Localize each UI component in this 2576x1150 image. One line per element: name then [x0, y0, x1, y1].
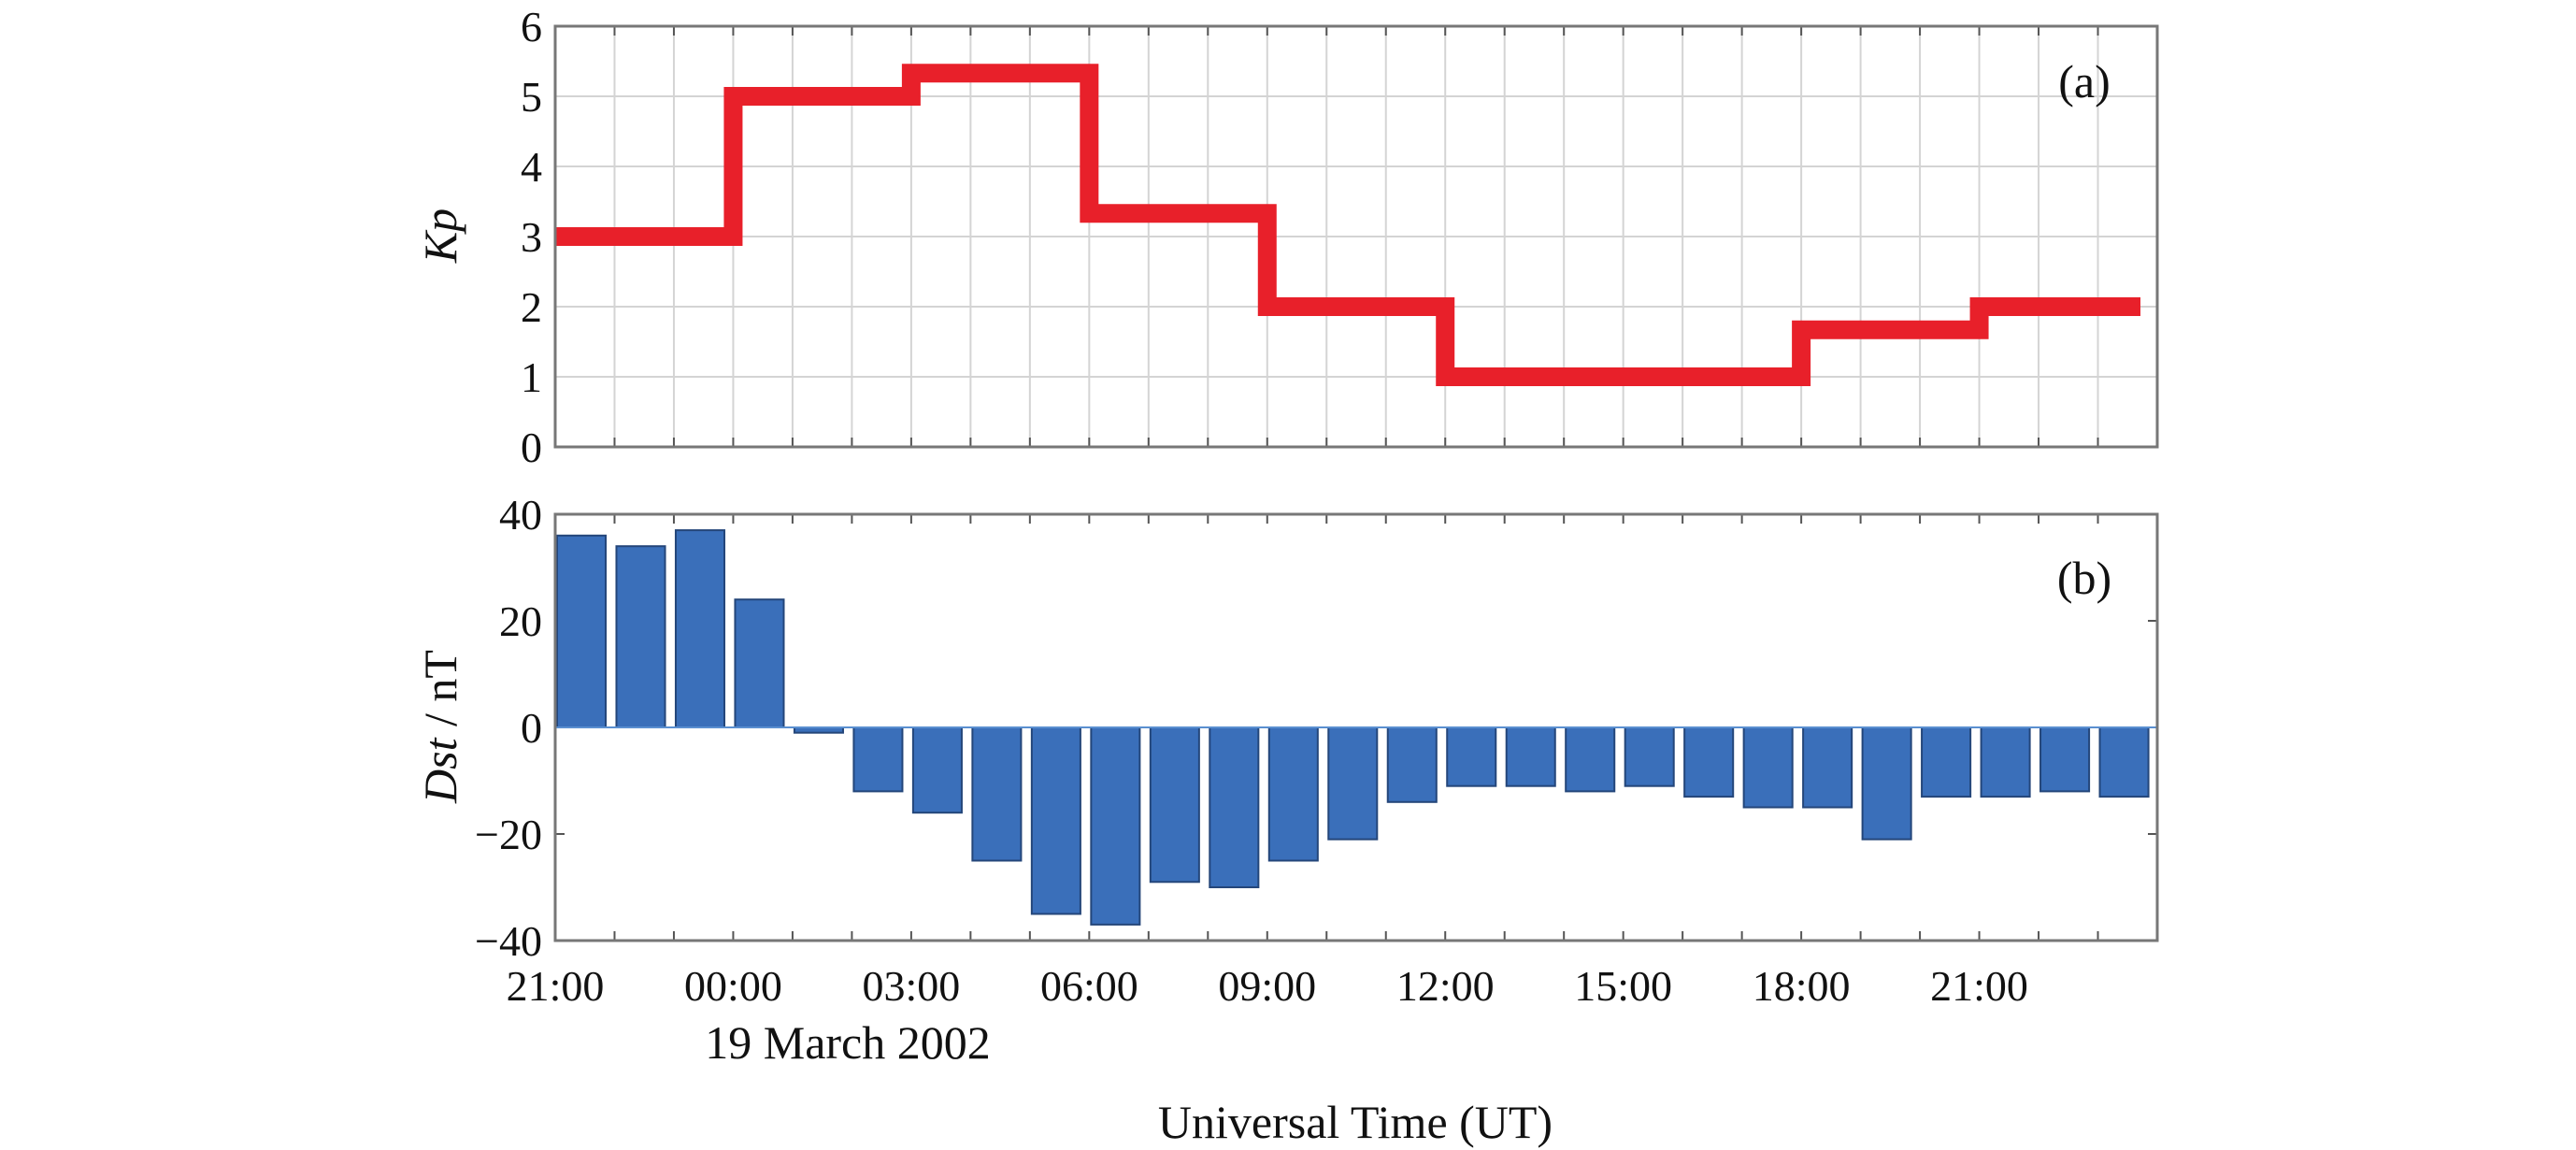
x-tick-label: 00:00 — [684, 962, 782, 1010]
kp-axis-label: Kp — [414, 208, 466, 264]
dst-bar — [674, 529, 726, 728]
kp-y-tick-label: 2 — [521, 283, 542, 331]
dst-y-tick-label: −40 — [475, 917, 542, 965]
x-tick-label: 21:00 — [1930, 962, 2028, 1010]
dst-bar — [971, 726, 1023, 862]
dst-y-tick-label: 40 — [499, 491, 542, 539]
dst-bar — [1149, 726, 1200, 884]
x-tick-label: 21:00 — [507, 962, 605, 1010]
kp-y-tick-label: 6 — [521, 3, 542, 50]
panel-label-a: (a) — [2058, 55, 2111, 108]
dst-y-tick-label: −20 — [475, 811, 542, 858]
dst-bar — [1624, 726, 1675, 787]
date-label: 19 March 2002 — [705, 1016, 991, 1069]
x-tick-label: 06:00 — [1040, 962, 1138, 1010]
dst-bar — [1861, 726, 1912, 841]
dst-axis-label: Dst / nT — [414, 650, 466, 804]
x-axis-title: Universal Time (UT) — [1158, 1096, 1553, 1148]
kp-y-tick-label: 1 — [521, 353, 542, 401]
kp-axis-label-italic: Kp — [414, 208, 466, 264]
dst-y-tick-label: 20 — [499, 597, 542, 645]
dst-axis-label-italic: Dst — [414, 737, 466, 804]
x-tick-label: 09:00 — [1218, 962, 1316, 1010]
kp-panel: 0 1 2 3 4 5 6 — [521, 3, 2159, 471]
dst-bar — [911, 726, 963, 814]
dst-bar — [1327, 726, 1379, 841]
dst-bar — [1090, 726, 1141, 926]
x-tick-label: 03:00 — [862, 962, 960, 1010]
kp-plot-frame — [553, 24, 2159, 449]
kp-y-tick-label: 0 — [521, 424, 542, 471]
dst-bar — [1267, 726, 1319, 862]
x-tick-labels: 21:00 00:00 03:00 06:00 09:00 12:00 15:00 18:00… — [507, 962, 2028, 1010]
dst-bar — [2039, 726, 2091, 793]
x-tick-label: 15:00 — [1574, 962, 1672, 1010]
kp-step-line — [555, 64, 2140, 386]
dst-bar — [615, 545, 666, 729]
dst-bar — [1030, 726, 1081, 915]
kp-y-tick-label: 4 — [521, 143, 542, 191]
dst-bar — [1921, 726, 1972, 798]
dst-bar — [1683, 726, 1735, 798]
dst-bar — [2098, 726, 2150, 798]
dst-bar — [1386, 726, 1438, 803]
kp-y-tick-label: 3 — [521, 213, 542, 261]
dst-panel: −40 −20 0 20 40 — [475, 491, 2159, 965]
dst-y-tick-label: 0 — [521, 704, 542, 752]
dst-bar — [1802, 726, 1853, 809]
dst-bar — [1505, 726, 1556, 787]
panel-label-b: (b) — [2057, 552, 2111, 604]
dst-axis-label-unit: / nT — [414, 650, 466, 738]
dst-bar — [734, 598, 785, 729]
dst-bar — [1209, 726, 1260, 888]
dst-bar — [1980, 726, 2031, 798]
dst-bar — [852, 726, 904, 793]
dst-bar — [556, 534, 608, 728]
dst-bar — [1446, 726, 1497, 787]
dst-bar — [1742, 726, 1794, 809]
x-tick-label: 18:00 — [1753, 962, 1851, 1010]
x-tick-label: 12:00 — [1396, 962, 1495, 1010]
dst-plot-frame — [553, 512, 2159, 942]
dst-bar — [1565, 726, 1616, 793]
kp-y-tick-label: 5 — [521, 73, 542, 121]
